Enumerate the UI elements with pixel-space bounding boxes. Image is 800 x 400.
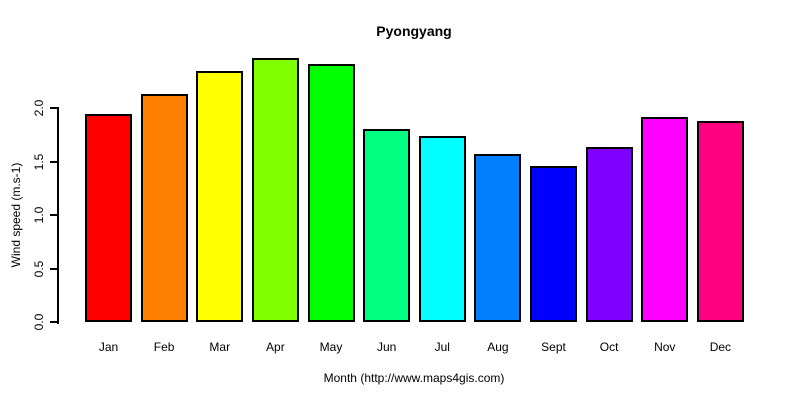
- y-tick-label: 0.0: [32, 313, 46, 331]
- x-axis-tick-labels: Jan Feb Mar Apr May Jun Jul Aug Sept Oct Nov Dec: [85, 340, 744, 354]
- bar-jul: [418, 136, 466, 322]
- x-tick-label-jul: Jul: [434, 340, 450, 354]
- bar-jan: [85, 114, 132, 322]
- y-tick-label: 1.0: [32, 206, 46, 224]
- x-tick-label-jun: Jun: [376, 340, 397, 354]
- x-tick-label-sept: Sept: [541, 340, 566, 354]
- x-tick-label-mar: Mar: [209, 340, 231, 354]
- bar-sept: [530, 166, 577, 322]
- chart-title: Pyongyang: [376, 23, 452, 39]
- bar-jun: [363, 129, 411, 322]
- y-tick-mark: [50, 321, 58, 323]
- bar-mar: [196, 71, 244, 322]
- bar-aug: [474, 154, 522, 322]
- x-tick-label-aug: Aug: [487, 340, 509, 354]
- x-tick-label-jan: Jan: [98, 340, 119, 354]
- x-tick-label-oct: Oct: [599, 340, 619, 354]
- x-tick-label-apr: Apr: [266, 340, 285, 354]
- x-axis-label: Month (http://www.maps4gis.com): [323, 371, 505, 385]
- bar-apr: [251, 58, 299, 322]
- x-tick-label-nov: Nov: [654, 340, 676, 354]
- y-tick-mark: [50, 107, 58, 110]
- bar-dec: [696, 121, 744, 322]
- y-tick-mark: [50, 214, 58, 217]
- plot-area: [85, 47, 744, 322]
- bar-nov: [641, 117, 689, 322]
- bar-may: [307, 64, 355, 322]
- x-tick-label-may: May: [319, 340, 343, 354]
- y-axis-label: Wind speed (m.s-1): [9, 162, 23, 268]
- y-tick-label: 0.5: [32, 260, 46, 277]
- y-tick-mark: [50, 267, 58, 270]
- y-tick-label: 2.0: [32, 99, 46, 117]
- y-tick-mark: [50, 160, 58, 163]
- bar-oct: [585, 147, 633, 322]
- y-axis-line: [57, 107, 59, 324]
- x-tick-label-dec: Dec: [709, 340, 732, 354]
- bar-feb: [140, 94, 188, 322]
- y-tick-label: 1.5: [32, 153, 46, 171]
- x-tick-label-feb: Feb: [153, 340, 175, 354]
